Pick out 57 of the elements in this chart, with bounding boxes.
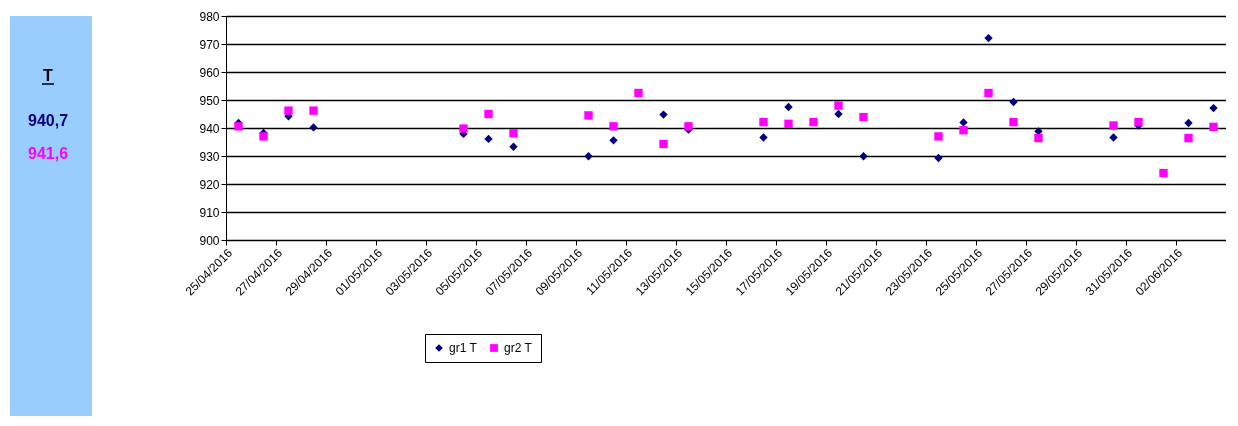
- y-tick-label: 900: [199, 233, 220, 248]
- legend-label: gr2 T: [504, 341, 533, 355]
- point: [459, 124, 468, 133]
- point: [1109, 121, 1118, 130]
- point: [1184, 133, 1193, 143]
- point: [284, 106, 293, 115]
- point: [834, 109, 843, 119]
- point: [759, 133, 768, 142]
- text: T: [43, 67, 54, 84]
- point: [509, 129, 518, 138]
- y-tick-label: 960: [199, 65, 220, 80]
- point: [484, 109, 493, 119]
- point: [859, 112, 868, 122]
- y-tick-label: 970: [199, 37, 220, 52]
- point: [1184, 118, 1193, 128]
- point: [1109, 133, 1118, 142]
- y-tick-label: 940: [199, 121, 220, 136]
- point: [834, 101, 843, 110]
- text: 941,6: [27, 145, 69, 162]
- point: [784, 119, 793, 128]
- point: [609, 136, 618, 145]
- point: [1159, 168, 1168, 178]
- point: [609, 122, 618, 131]
- point: [1209, 103, 1218, 113]
- point: [484, 134, 493, 144]
- point: [309, 106, 318, 115]
- point: [584, 152, 593, 161]
- point: [1134, 117, 1143, 127]
- y-tick-label: 980: [199, 9, 220, 24]
- point: [1009, 117, 1018, 127]
- y-tick-label: 910: [199, 205, 220, 220]
- point: [959, 126, 968, 135]
- text: 940,7: [27, 112, 69, 129]
- point: [259, 132, 268, 141]
- point: [859, 152, 868, 161]
- point: [509, 142, 518, 151]
- point: [1009, 97, 1018, 107]
- y-tick-label: 930: [199, 149, 220, 164]
- point: [959, 118, 968, 127]
- point: [309, 123, 318, 132]
- point: [759, 117, 768, 127]
- point: [634, 88, 643, 98]
- point: [809, 117, 818, 127]
- y-tick-label: 950: [199, 93, 220, 108]
- point: [234, 122, 243, 131]
- point: [584, 111, 593, 120]
- point: [984, 88, 993, 98]
- point: [934, 153, 943, 163]
- point: [659, 139, 668, 149]
- point: [984, 33, 993, 43]
- point: [934, 132, 943, 141]
- point: [1034, 133, 1043, 143]
- point: [1209, 122, 1218, 132]
- point: [659, 110, 668, 119]
- legend-label: gr1 T: [449, 341, 478, 355]
- point: [784, 102, 793, 112]
- y-tick-label: 920: [199, 177, 220, 192]
